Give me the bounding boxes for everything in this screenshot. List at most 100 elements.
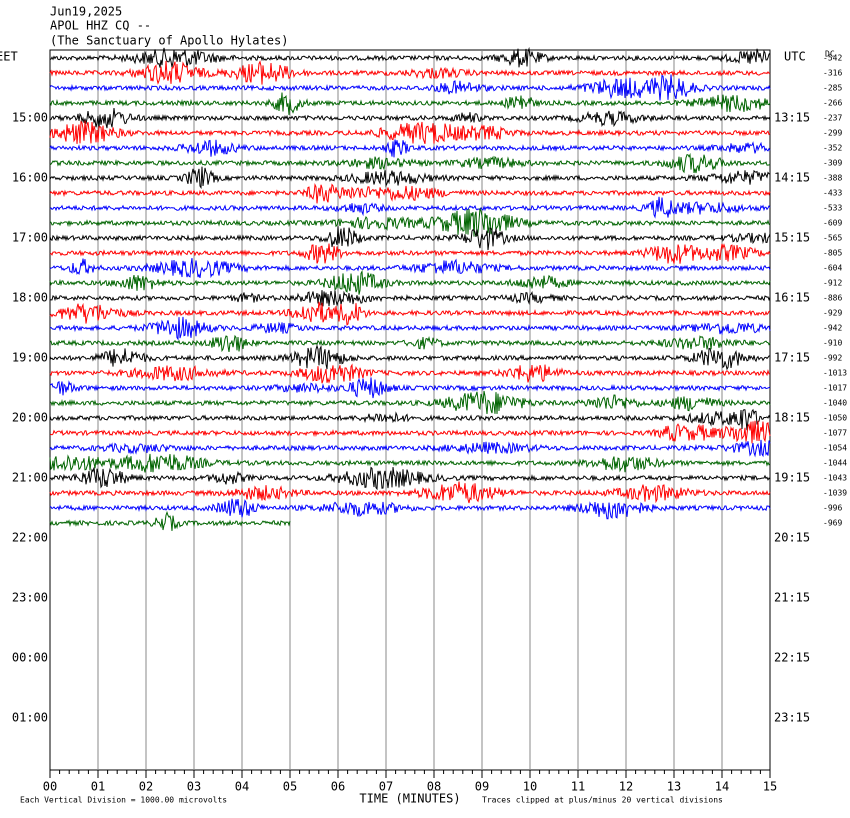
right-time-label: 20:15 [774,531,810,545]
dc-offset: -285 [823,84,842,93]
dc-offset: -542 [823,54,842,63]
right-time-label: 19:15 [774,471,810,485]
left-time-label: 16:00 [12,171,48,185]
trace [49,316,771,341]
left-time-label: 15:00 [12,111,48,125]
left-title: EET [0,50,18,64]
dc-offset: -237 [823,114,842,123]
trace [49,258,771,279]
dc-offset: -316 [823,69,842,78]
right-time-label: 18:15 [774,411,810,425]
scale-note: Each Vertical Division = 1000.00 microvo… [20,796,227,805]
trace [49,74,771,101]
left-time-label: 23:00 [12,591,48,605]
right-time-label: 13:15 [774,111,810,125]
left-time-label: 21:00 [12,471,48,485]
right-time-label: 17:15 [774,351,810,365]
x-tick-label: 00 [43,780,57,794]
trace [49,196,771,219]
dc-offset: -1043 [823,474,847,483]
dc-offset: -266 [823,99,842,108]
x-tick-label: 03 [187,780,201,794]
dc-offset: -388 [823,174,842,183]
x-tick-label: 14 [715,780,729,794]
location: (The Sanctuary of Apollo Hylates) [50,34,288,48]
dc-offset: -886 [823,294,842,303]
dc-offset: -565 [823,234,842,243]
dc-offset: -1044 [823,459,847,468]
right-time-label: 14:15 [774,171,810,185]
trace [49,420,771,444]
dc-title: DC [825,50,835,59]
trace [49,466,771,491]
right-time-label: 16:15 [774,291,810,305]
left-time-label: 00:00 [12,651,48,665]
clip-note: Traces clipped at plus/minus 20 vertical… [482,796,723,805]
trace [49,92,771,115]
trace [49,439,771,458]
x-tick-label: 15 [763,780,777,794]
trace [49,408,771,431]
x-tick-label: 06 [331,780,345,794]
dc-offset: -609 [823,219,842,228]
dc-offset: -910 [823,339,842,348]
station: APOL HHZ CQ -- [50,19,151,33]
trace [49,363,771,384]
date: Jun19,2025 [50,5,122,19]
x-tick-label: 13 [667,780,681,794]
trace [49,269,771,295]
x-tick-label: 08 [427,780,441,794]
left-time-label: 20:00 [12,411,48,425]
trace [49,344,771,371]
trace [49,390,771,415]
trace [49,152,771,174]
x-axis-label: TIME (MINUTES) [359,792,460,806]
dc-offset: -942 [823,324,842,333]
left-time-label: 19:00 [12,351,48,365]
trace [49,334,771,353]
trace [49,510,291,531]
dc-offset: -352 [823,144,842,153]
right-time-label: 23:15 [774,711,810,725]
trace [49,166,771,190]
right-time-label: 22:15 [774,651,810,665]
trace [49,139,771,158]
right-time-label: 21:15 [774,591,810,605]
trace [49,290,771,307]
dc-offset: -299 [823,129,842,138]
dc-offset: -604 [823,264,842,273]
dc-offset: -992 [823,354,842,363]
dc-offset: -1050 [823,414,847,423]
x-tick-label: 01 [91,780,105,794]
trace [49,60,771,85]
x-tick-label: 12 [619,780,633,794]
x-tick-label: 04 [235,780,249,794]
x-tick-label: 02 [139,780,153,794]
left-time-label: 01:00 [12,711,48,725]
x-tick-label: 05 [283,780,297,794]
dc-offset: -433 [823,189,842,198]
dc-offset: -1040 [823,399,847,408]
dc-offset: -1054 [823,444,847,453]
trace [49,120,771,145]
trace [49,481,771,504]
x-tick-label: 07 [379,780,393,794]
x-tick-label: 09 [475,780,489,794]
dc-offset: -805 [823,249,842,258]
trace [49,108,771,129]
dc-offset: -929 [823,309,842,318]
dc-offset: -1013 [823,369,847,378]
trace [49,183,771,204]
x-tick-label: 10 [523,780,537,794]
dc-offset: -1017 [823,384,847,393]
left-time-label: 17:00 [12,231,48,245]
left-time-label: 18:00 [12,291,48,305]
trace [49,301,771,326]
dc-offset: -309 [823,159,842,168]
x-tick-label: 11 [571,780,585,794]
dc-offset: -1039 [823,489,847,498]
left-time-label: 22:00 [12,531,48,545]
trace [49,208,771,237]
